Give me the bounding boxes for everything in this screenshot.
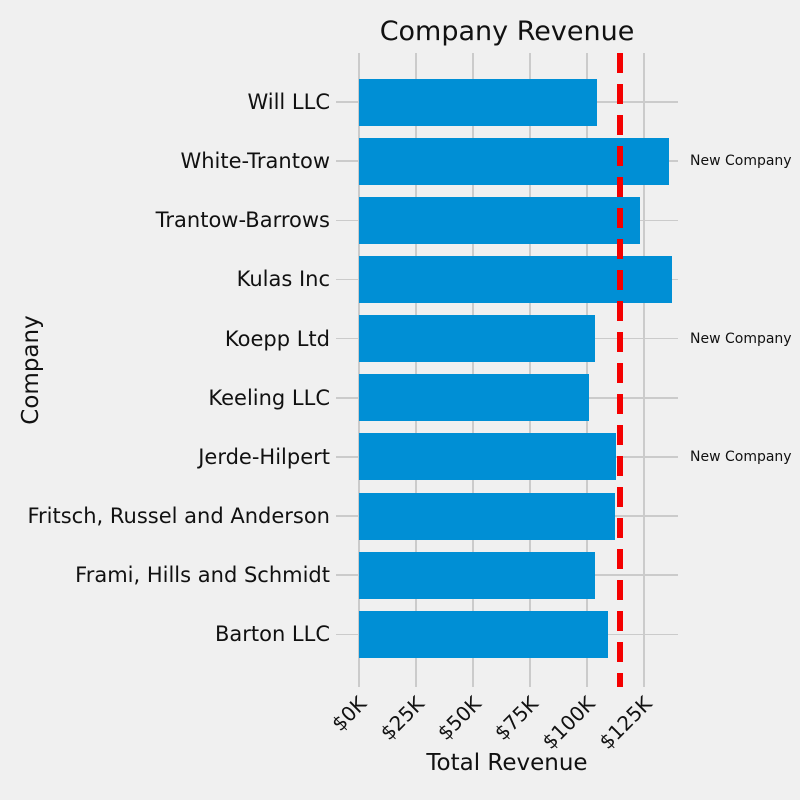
- x-gridline: [529, 53, 531, 687]
- y-tick-label: Trantow-Barrows: [155, 208, 330, 233]
- x-tick-label: $0K: [327, 691, 372, 736]
- revenue-bar: [358, 255, 672, 303]
- x-tick-label: $50K: [432, 691, 486, 745]
- y-tick-label: White-Trantow: [180, 149, 330, 174]
- y-tick-label: Barton LLC: [214, 622, 330, 647]
- y-tick-label: Frami, Hills and Schmidt: [75, 563, 330, 588]
- y-tick-label: Keeling LLC: [208, 385, 330, 410]
- revenue-bar: [358, 78, 597, 126]
- revenue-bar: [358, 492, 615, 540]
- x-gridline: [358, 53, 360, 687]
- chart-title: Company Revenue: [379, 16, 635, 47]
- x-gridline: [643, 53, 645, 687]
- x-tick-label: $25K: [375, 691, 429, 745]
- x-gridline: [415, 53, 417, 687]
- y-tick-label: Jerde-Hilpert: [198, 444, 330, 469]
- revenue-bar: [358, 433, 616, 481]
- y-tick-label: Kulas Inc: [236, 267, 330, 292]
- plot-area: [336, 53, 678, 687]
- revenue-bar: [358, 196, 641, 244]
- y-tick-label: Will LLC: [247, 90, 330, 114]
- x-tick-label: $125K: [594, 691, 657, 754]
- y-tick-label: Koepp Ltd: [224, 326, 330, 351]
- new-company-annotation: New Company: [690, 448, 792, 465]
- y-axis-label: Company: [18, 315, 44, 425]
- x-axis-label: Total Revenue: [426, 750, 588, 776]
- revenue-bar: [358, 551, 595, 599]
- x-gridline: [586, 53, 588, 687]
- revenue-bar: [358, 374, 589, 422]
- x-tick-label: $100K: [537, 691, 600, 754]
- x-tick-label: $75K: [489, 691, 543, 745]
- new-company-annotation: New Company: [690, 330, 792, 347]
- new-company-annotation: New Company: [690, 153, 792, 170]
- revenue-bar: [358, 610, 609, 658]
- revenue-bar: [358, 315, 596, 363]
- average-revenue-line: [616, 53, 623, 687]
- y-tick-label: Fritsch, Russel and Anderson: [27, 504, 330, 529]
- x-gridline: [472, 53, 474, 687]
